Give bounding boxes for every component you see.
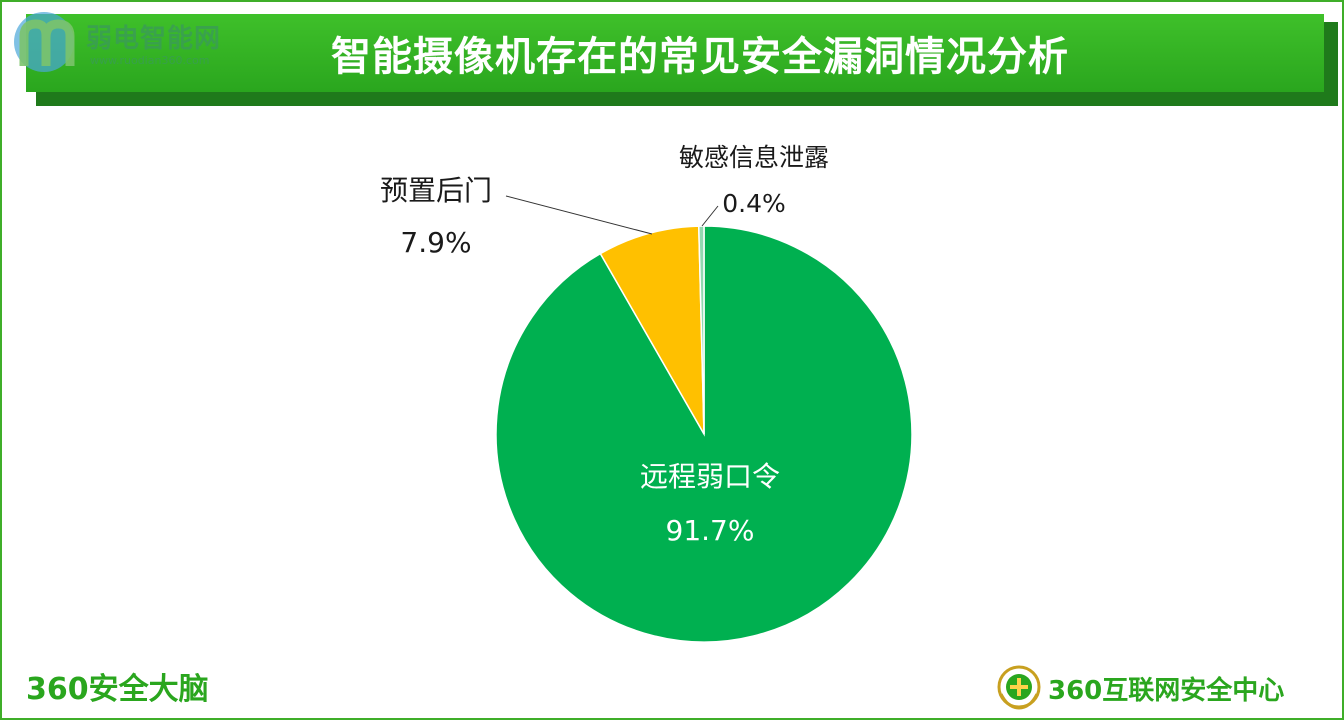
brand-360-brain: 360安全大脑 [26, 672, 209, 707]
site-logo-url: www.ruodian360.com [90, 54, 210, 67]
slice-value-preset-backdoor: 7.9% [400, 226, 471, 259]
security-center-emblem-icon [997, 665, 1041, 710]
brand-right-label: 360互联网安全中心 [1048, 676, 1285, 706]
pie-slice-remote-weak-password [495, 225, 913, 643]
leader-line-preset-backdoor [505, 195, 653, 235]
brand-360-security-center: 360互联网安全中心 [996, 664, 1284, 710]
slice-value-sensitive-info-leak: 0.4% [722, 189, 786, 218]
slice-label-remote-weak-password: 远程弱口令 [640, 460, 780, 493]
leader-line-sensitive-info-leak [701, 205, 719, 227]
pie-slice-preset-backdoor [599, 225, 705, 435]
site-logo-name: 弱电智能网 [86, 24, 222, 54]
slice-value-remote-weak-password: 91.7% [666, 514, 755, 547]
title-banner: 智能摄像机存在的常见安全漏洞情况分析 [26, 14, 1324, 92]
site-watermark-logo: 弱电智能网 www.ruodian360.com [8, 6, 248, 76]
page-title: 智能摄像机存在的常见安全漏洞情况分析 [331, 34, 1069, 80]
site-logo-icon [14, 12, 75, 72]
pie-slice-sensitive-info-leak [698, 225, 705, 435]
slice-label-sensitive-info-leak: 敏感信息泄露 [679, 143, 829, 172]
slice-label-preset-backdoor: 预置后门 [380, 174, 492, 207]
